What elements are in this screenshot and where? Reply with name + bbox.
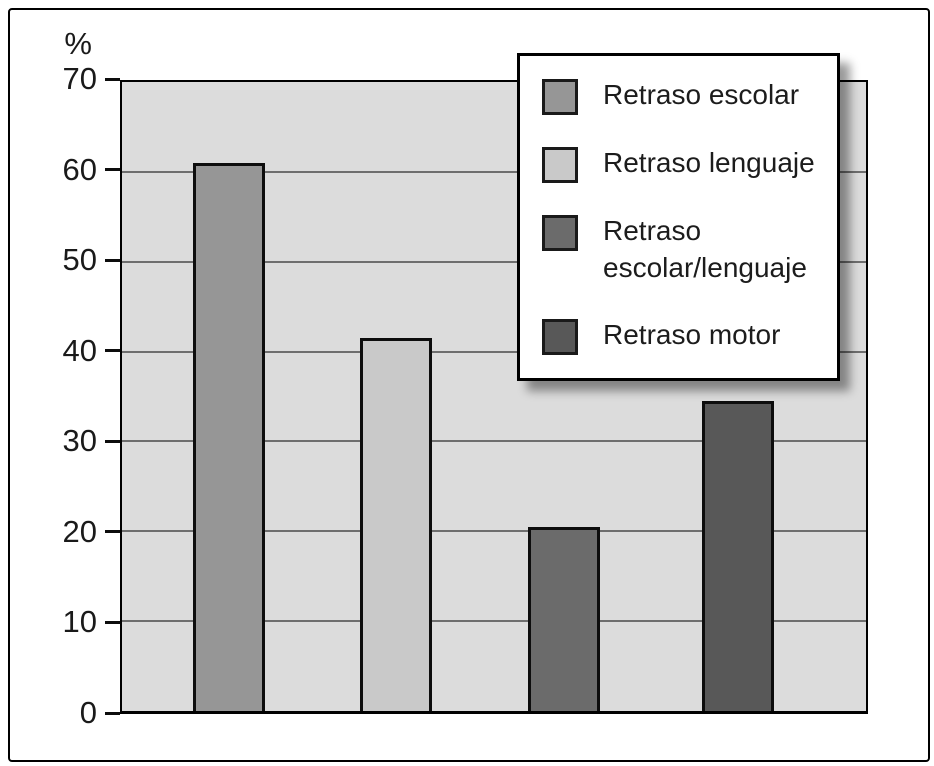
legend-item-retraso-escolar: Retraso escolar	[542, 79, 817, 115]
legend: Retraso escolar Retraso lenguaje Retraso e…	[517, 53, 840, 381]
gridline-60	[122, 170, 866, 173]
legend-label: Retraso escolar/lenguaje	[603, 215, 807, 284]
y-axis-tick-mark	[105, 77, 120, 81]
legend-label: Retraso motor	[603, 319, 781, 350]
y-axis: 010203040506070	[0, 63, 120, 728]
legend-item-retraso-escolar-lenguaje: Retraso escolar/lenguaje	[542, 215, 817, 287]
legend-swatch-icon	[542, 79, 578, 115]
legend-swatch-icon	[542, 215, 578, 252]
gridline-10	[122, 620, 866, 623]
y-axis-tick-mark	[105, 439, 120, 443]
bar-retraso-escolar	[193, 162, 266, 711]
y-axis-tick-mark	[105, 258, 120, 262]
gridline-40	[122, 350, 866, 353]
y-axis-tick-mark	[105, 530, 120, 534]
gridline-30	[122, 440, 866, 443]
gridline-50	[122, 260, 866, 263]
legend-label: Retraso lenguaje	[603, 147, 815, 179]
legend-item-retraso-motor: Retraso motor	[542, 319, 817, 355]
y-axis-tick-mark	[105, 620, 120, 624]
legend-swatch-icon	[542, 319, 578, 355]
legend-label: Retraso escolar	[603, 79, 800, 110]
gridline-20	[122, 530, 866, 533]
bar-retraso-lenguaje	[359, 338, 432, 711]
bar-retraso-motor	[702, 401, 775, 711]
y-axis-tick-mark	[105, 349, 120, 353]
legend-swatch-icon	[542, 147, 578, 184]
y-axis-unit-label: %	[64, 26, 92, 61]
y-axis-tick-mark	[105, 711, 120, 715]
y-axis-tick-mark	[105, 168, 120, 172]
bar-retraso-escolar-lenguaje	[527, 526, 600, 711]
legend-item-retraso-lenguaje: Retraso lenguaje	[542, 147, 817, 184]
